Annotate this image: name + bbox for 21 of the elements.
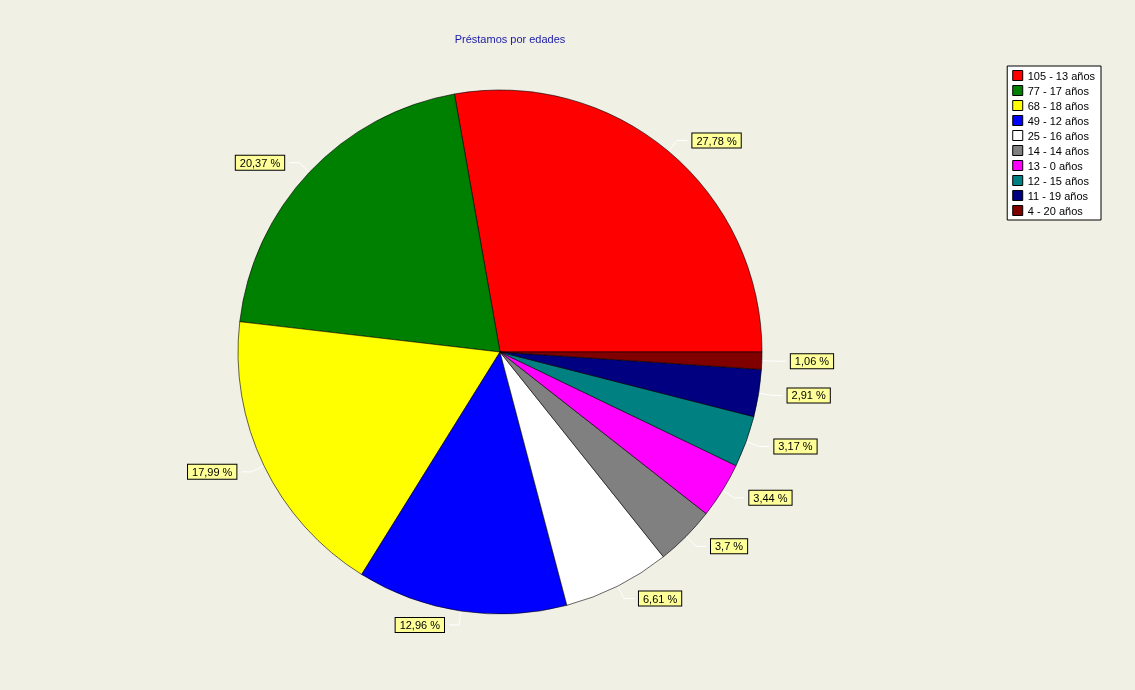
- legend-label: 25 - 16 años: [1027, 129, 1090, 142]
- data-label: 3,17 %: [778, 440, 813, 453]
- data-label: 1,06 %: [794, 355, 830, 368]
- legend-label: 11 - 19 años: [1027, 189, 1089, 202]
- data-label: 6,61 %: [642, 592, 678, 605]
- legend-label: 49 - 12 años: [1027, 114, 1090, 127]
- chart-title: Préstamos por edades: [454, 32, 566, 45]
- legend-label: 77 - 17 años: [1027, 84, 1090, 97]
- data-label: 20,37 %: [239, 156, 281, 169]
- legend-label: 12 - 15 años: [1027, 174, 1090, 187]
- legend-label: 105 - 13 años: [1027, 69, 1096, 82]
- data-label: 3,44 %: [753, 491, 788, 504]
- legend-label: 14 - 14 años: [1027, 144, 1090, 157]
- legend-label: 13 - 0 años: [1027, 159, 1084, 172]
- data-label: 12,96 %: [399, 618, 441, 631]
- data-label: 2,91 %: [791, 389, 827, 402]
- legend-label: 4 - 20 años: [1027, 204, 1084, 217]
- legend-label: 68 - 18 años: [1027, 99, 1090, 112]
- data-label: 27,78 %: [696, 134, 737, 147]
- data-label: 3,7 %: [715, 540, 744, 553]
- data-label: 17,99 %: [192, 465, 233, 478]
